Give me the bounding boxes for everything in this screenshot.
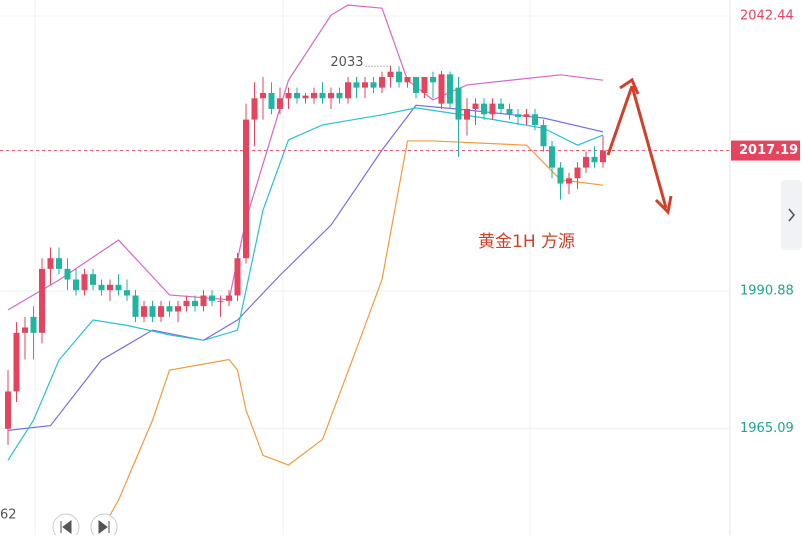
candle-body <box>294 92 300 99</box>
y-tick-label: 1990.88 <box>740 283 794 298</box>
indicator-line <box>100 140 604 531</box>
candle-body <box>438 74 445 104</box>
candle-body <box>540 124 547 147</box>
candle-body <box>217 300 224 302</box>
candle-body <box>175 306 181 312</box>
indicator-line <box>7 107 604 461</box>
nav-prev-icon <box>60 520 72 534</box>
y-tick-label: 2042.44 <box>740 8 794 23</box>
candle-body <box>124 290 130 296</box>
candle-body <box>90 274 96 285</box>
candle-body <box>243 119 249 259</box>
candle-body <box>362 82 368 88</box>
candle-body <box>387 71 394 77</box>
candle-body <box>523 114 530 117</box>
candle-body <box>413 76 419 93</box>
candle-body <box>251 98 258 120</box>
indicator-line <box>7 4 604 311</box>
candle-body <box>421 76 428 93</box>
candle-body <box>166 306 173 312</box>
candle-body <box>481 103 487 115</box>
candle-body <box>98 284 105 291</box>
candle-body <box>353 82 360 88</box>
candle-body <box>47 258 54 269</box>
candle-body <box>566 178 572 184</box>
candle-body <box>396 71 402 83</box>
candle-body <box>277 98 283 109</box>
candle-body <box>285 92 292 99</box>
candle-body <box>574 167 581 179</box>
candle-body <box>404 76 411 83</box>
candle-body <box>260 92 266 99</box>
y-tick-label: 1965.09 <box>740 421 794 436</box>
candle-body <box>472 103 479 109</box>
candle-body <box>311 92 317 99</box>
candle-body <box>515 114 521 117</box>
candle-body <box>302 95 309 99</box>
current-price-tag <box>731 140 800 161</box>
candle-body <box>39 268 45 333</box>
candle-body <box>464 108 470 120</box>
candle-body <box>226 295 232 301</box>
candle-body <box>107 284 113 291</box>
candle-body <box>549 146 555 168</box>
candle-body <box>30 316 37 333</box>
candle-body <box>319 92 326 99</box>
nav-next-icon <box>98 520 110 534</box>
candle-body <box>22 327 28 333</box>
candle-body <box>158 306 164 317</box>
side-tab[interactable] <box>781 180 802 250</box>
candle-body <box>64 268 71 280</box>
candle-body <box>200 295 207 307</box>
candle-body <box>132 295 139 317</box>
candle-body <box>506 108 513 115</box>
candle-body <box>583 156 589 168</box>
candle-body <box>557 167 564 184</box>
candle-body <box>183 300 190 307</box>
candle-body <box>268 92 275 109</box>
candle-body <box>430 76 436 83</box>
candle-body <box>532 114 538 125</box>
annotation: 黄金1H 方源 <box>478 232 575 252</box>
candle-body <box>447 74 453 104</box>
current-price-label: 2017.19 <box>739 143 798 158</box>
arrow-down <box>630 85 673 216</box>
candle-body <box>56 258 62 269</box>
candle-body <box>370 82 377 88</box>
candle-body <box>336 92 343 99</box>
arrow-up <box>606 77 640 156</box>
candle-body <box>149 306 156 317</box>
candle-body <box>455 87 462 120</box>
candle-body <box>73 279 79 291</box>
low-label: 62 <box>0 508 17 523</box>
candle-body <box>209 295 215 301</box>
candle-body <box>379 76 385 88</box>
candle-body <box>13 332 20 392</box>
candle-body <box>498 103 504 109</box>
candle-body <box>234 258 241 296</box>
candle-body <box>345 82 351 99</box>
candle-body <box>141 306 147 317</box>
indicator-line <box>7 104 604 431</box>
candle-body <box>600 150 606 163</box>
candle-body <box>328 92 334 99</box>
candle-body <box>192 300 198 307</box>
candle-body <box>489 103 496 115</box>
candle-body <box>591 156 598 163</box>
candle-body <box>115 284 122 291</box>
high-label: 2033 <box>330 55 363 70</box>
side-tab-icon <box>788 208 796 222</box>
candle-body <box>81 274 88 291</box>
candle-body <box>5 391 11 429</box>
